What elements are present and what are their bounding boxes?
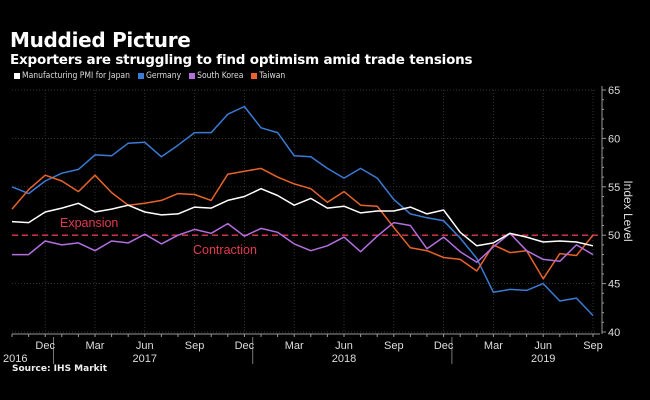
y-tick-label: 45 <box>608 279 620 291</box>
y-tick-label: 55 <box>608 182 620 194</box>
x-tick-label-month: Dec <box>434 340 454 352</box>
legend-label-south-korea: South Korea <box>197 71 244 81</box>
y-tick-label: 60 <box>608 133 620 145</box>
x-tick-label-month: Jun <box>136 340 154 352</box>
legend-swatch-japan <box>14 73 20 79</box>
legend-label-taiwan: Taiwan <box>259 71 286 81</box>
y-tick-label: 40 <box>608 327 620 339</box>
annotation-contraction: Contraction <box>193 243 257 257</box>
legend-item-taiwan: Taiwan <box>251 71 285 81</box>
y-tick-label: 65 <box>608 85 620 97</box>
x-tick-label-month: Dec <box>235 340 255 352</box>
series-line-germany <box>11 105 594 317</box>
x-tick-label-month: Mar <box>285 340 304 352</box>
legend-label-japan: Manufacturing PMI for Japan <box>22 71 130 81</box>
x-tick-label-month: Sep <box>583 340 603 352</box>
x-tick-label-month: Mar <box>86 340 105 352</box>
axes <box>11 86 606 364</box>
legend-item-south-korea: South Korea <box>189 71 243 81</box>
axis-labels: 40 45 50 55 60 65 Index Level Dec Mar Jun Sep Dec Ma… <box>3 85 635 365</box>
source-note: Source: IHS Markit <box>12 364 108 374</box>
chart-title: Muddied Picture <box>10 28 191 52</box>
x-tick-label-year: 2017 <box>133 353 157 365</box>
series-lines <box>11 105 594 317</box>
x-tick-label-month: Sep <box>384 340 404 352</box>
y-axis-title: Index Level <box>621 180 635 241</box>
x-tick-label-month: Jun <box>534 340 552 352</box>
legend-label-germany: Germany <box>145 71 182 81</box>
x-tick-label-month: Mar <box>484 340 503 352</box>
legend-swatch-taiwan <box>251 73 258 79</box>
legend-swatch-germany <box>137 73 144 79</box>
x-tick-label-year: 2019 <box>531 353 555 365</box>
legend-swatch-south-korea <box>189 73 196 79</box>
x-tick-label-month: Jun <box>335 340 353 352</box>
x-tick-label-year: 2018 <box>332 353 356 365</box>
annotation-expansion: Expansion <box>60 216 118 230</box>
x-tick-label-month: Dec <box>35 340 55 352</box>
series-line-taiwan <box>11 167 594 280</box>
grid-lines <box>12 89 596 333</box>
series-line-japan <box>11 187 594 247</box>
series-line-south-korea <box>12 221 594 264</box>
x-tick-label-year: 2016 <box>3 353 27 365</box>
x-tick-label-month: Sep <box>185 340 205 352</box>
legend-item-germany: Germany <box>137 71 182 81</box>
y-tick-label: 50 <box>608 230 620 242</box>
legend: Manufacturing PMI for Japan Germany Sout… <box>14 71 285 81</box>
chart-subtitle: Exporters are struggling to find optimis… <box>10 52 473 68</box>
reference-line-group: Expansion Contraction <box>12 216 600 257</box>
legend-item-japan: Manufacturing PMI for Japan <box>14 71 130 81</box>
